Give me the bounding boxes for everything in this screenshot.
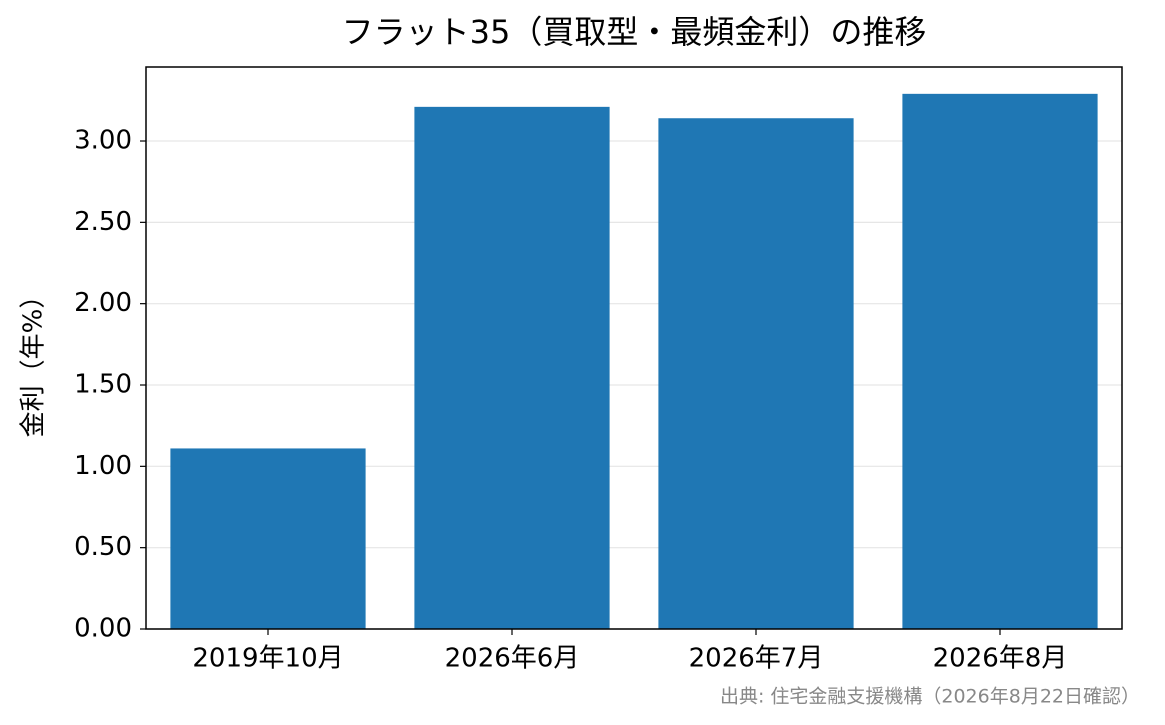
y-tick-label: 2.00 [74,288,132,318]
y-tick-label: 1.00 [74,451,132,481]
bar [170,448,366,629]
x-tick-label: 2019年10月 [192,644,343,674]
source-note: 出典: 住宅金融支援機構（2026年8月22日確認） [720,686,1140,708]
y-tick-label: 2.50 [74,207,132,237]
y-tick-label: 0.50 [74,532,132,562]
x-tick-label: 2026年7月 [689,644,824,674]
x-tick-label: 2026年8月 [933,644,1068,674]
bar [414,106,610,629]
y-tick-label: 0.00 [74,614,132,644]
x-tick-label: 2026年6月 [445,644,580,674]
y-tick-label: 3.00 [74,126,132,156]
y-tick-label: 1.50 [74,370,132,400]
bar [902,93,1098,630]
plot-frame [145,66,1123,630]
bar [658,118,854,630]
chart-title: フラット35（買取型・最頻金利）の推移 [342,13,927,51]
y-axis-label: 金利（年%） [19,283,49,438]
